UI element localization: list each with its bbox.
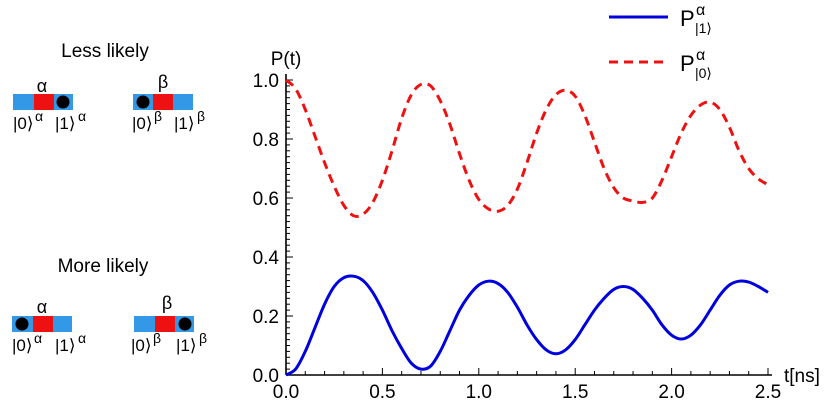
less-likely-beta-diagram: β |0⟩ β |1⟩ β xyxy=(132,72,205,133)
ket-1-sup: β xyxy=(197,108,205,124)
legend-symbol: P xyxy=(680,6,695,31)
site-alpha xyxy=(34,94,54,110)
legend-subscript: |0⟩ xyxy=(695,65,712,81)
beta-symbol: β xyxy=(162,293,172,313)
x-tick-label: 1.0 xyxy=(466,382,492,403)
ket-0-label: |0⟩ xyxy=(12,336,33,355)
y-axis-label: P(t) xyxy=(271,49,302,70)
legend-entry-p0: P α |0⟩ xyxy=(609,47,712,81)
ket-1-sup: β xyxy=(199,330,207,346)
ket-0-label: |0⟩ xyxy=(132,114,153,133)
x-axis-label: t[ns] xyxy=(784,366,820,387)
particle-ball xyxy=(136,95,150,109)
y-tick-label: 0.6 xyxy=(253,189,279,210)
ket-1-label: |1⟩ xyxy=(55,114,76,133)
series-p0-line xyxy=(284,78,769,218)
ket-1-sup: α xyxy=(78,108,86,124)
series-p1-line xyxy=(285,274,769,377)
particle-ball xyxy=(178,317,192,331)
ket-1-label: |1⟩ xyxy=(176,336,197,355)
chart-axes: 0.0 0.5 1.0 1.5 2.0 2.5 0.0 0.2 0.4 0.6 0.8 1.0 xyxy=(253,71,782,403)
legend-symbol: P xyxy=(680,51,695,76)
ket-0-sup: α xyxy=(34,330,42,346)
more-likely-label: More likely xyxy=(58,256,149,277)
less-likely-label: Less likely xyxy=(61,41,149,62)
more-likely-alpha-diagram: α |0⟩ α |1⟩ α xyxy=(12,297,86,355)
beta-symbol: β xyxy=(158,72,168,92)
ket-0-sup: β xyxy=(154,108,162,124)
particle-ball xyxy=(56,95,70,109)
particle-ball xyxy=(15,317,29,331)
y-tick-label: 1.0 xyxy=(253,71,279,92)
legend-entry-p1: P α |1⟩ xyxy=(609,2,712,36)
alpha-symbol: α xyxy=(37,76,47,96)
ket-1-label: |1⟩ xyxy=(174,114,195,133)
ket-0-sup: β xyxy=(153,330,161,346)
x-tick-label: 2.5 xyxy=(755,382,781,403)
y-tick-label: 0.0 xyxy=(253,366,279,387)
y-tick-label: 0.8 xyxy=(253,130,279,151)
site-beta xyxy=(155,316,175,332)
ket-0-label: |0⟩ xyxy=(131,336,152,355)
ket-1-sup: α xyxy=(78,330,86,346)
more-likely-beta-diagram: β |0⟩ β |1⟩ β xyxy=(131,293,207,355)
less-likely-alpha-diagram: α |0⟩ α |1⟩ α xyxy=(13,76,86,133)
x-tick-label: 0.5 xyxy=(369,382,395,403)
ket-1-label: |1⟩ xyxy=(55,336,76,355)
chart-legend: P α |1⟩ P α |0⟩ xyxy=(609,2,712,81)
y-tick-label: 0.2 xyxy=(253,307,279,328)
x-tick-label: 1.5 xyxy=(562,382,588,403)
x-tick-label: 0.0 xyxy=(273,382,299,403)
y-tick-label: 0.4 xyxy=(253,248,280,269)
site-alpha xyxy=(33,316,53,332)
site-beta xyxy=(153,94,173,110)
ket-0-sup: α xyxy=(35,108,43,124)
ket-0-label: |0⟩ xyxy=(13,114,34,133)
x-tick-label: 2.0 xyxy=(658,382,684,403)
legend-superscript: α xyxy=(696,2,705,19)
chart-series-layer xyxy=(284,78,769,377)
legend-subscript: |1⟩ xyxy=(695,20,712,36)
alpha-symbol: α xyxy=(37,297,47,317)
chart: 0.0 0.5 1.0 1.5 2.0 2.5 0.0 0.2 0.4 0.6 0.8 1.0 P(t… xyxy=(253,49,820,403)
legend-superscript: α xyxy=(696,47,705,64)
